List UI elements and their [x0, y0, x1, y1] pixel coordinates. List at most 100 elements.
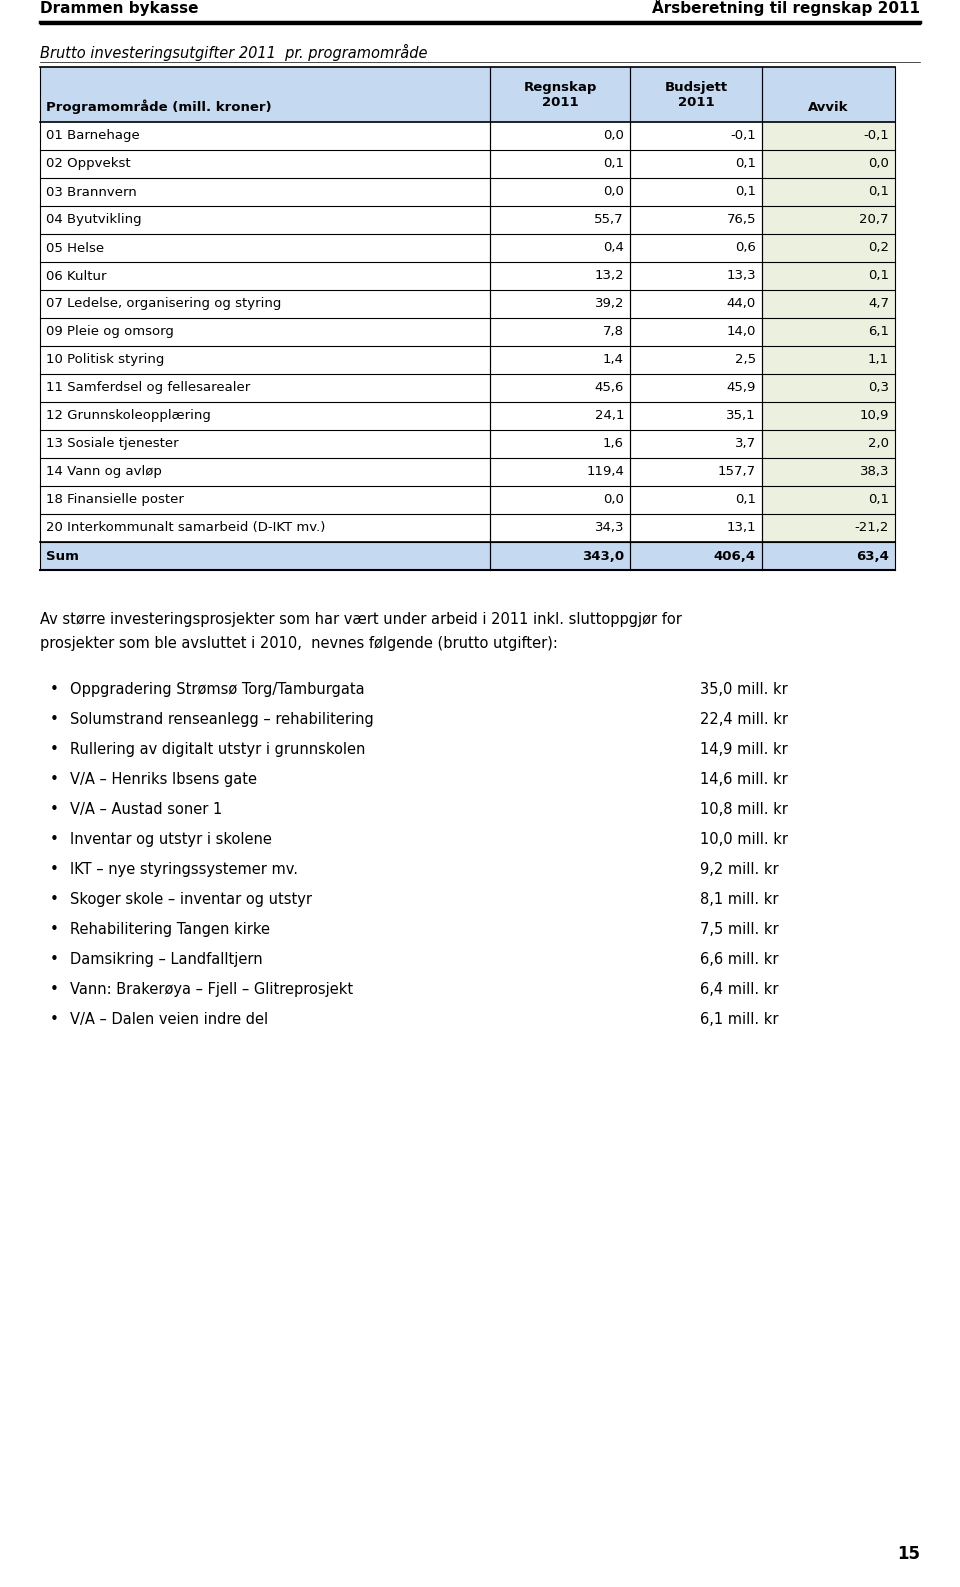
Text: 07 Ledelse, organisering og styring: 07 Ledelse, organisering og styring	[46, 297, 281, 311]
Text: V/A – Henriks Ibsens gate: V/A – Henriks Ibsens gate	[70, 771, 257, 787]
Bar	[40, 430, 762, 459]
Text: Rullering av digitalt utstyr i grunnskolen: Rullering av digitalt utstyr i grunnskol…	[70, 743, 366, 757]
Text: 09 Pleie og omsorg: 09 Pleie og omsorg	[46, 325, 174, 338]
Text: 44,0: 44,0	[727, 297, 756, 311]
Text: 13,1: 13,1	[727, 522, 756, 535]
Bar	[762, 178, 895, 206]
Text: 20,7: 20,7	[859, 214, 889, 227]
Text: 0,1: 0,1	[735, 186, 756, 198]
Bar	[762, 122, 895, 151]
Text: 0,1: 0,1	[868, 186, 889, 198]
Text: 4,7: 4,7	[868, 297, 889, 311]
Text: 12 Grunnskoleopplæring: 12 Grunnskoleopplæring	[46, 409, 211, 422]
Text: •: •	[50, 832, 59, 847]
Text: 0,1: 0,1	[735, 157, 756, 170]
Text: 0,0: 0,0	[603, 186, 624, 198]
Text: Brutto investeringsutgifter 2011  pr. programområde: Brutto investeringsutgifter 2011 pr. pro…	[40, 44, 427, 60]
Text: 14,0: 14,0	[727, 325, 756, 338]
Text: •: •	[50, 982, 59, 997]
Text: 55,7: 55,7	[594, 214, 624, 227]
Text: 38,3: 38,3	[859, 465, 889, 479]
Bar	[762, 317, 895, 346]
Text: 03 Brannvern: 03 Brannvern	[46, 186, 136, 198]
Text: 1,4: 1,4	[603, 354, 624, 367]
Bar	[762, 206, 895, 233]
Text: V/A – Dalen veien indre del: V/A – Dalen veien indre del	[70, 1013, 268, 1027]
Text: 10,0 mill. kr: 10,0 mill. kr	[700, 832, 788, 847]
Text: 0,3: 0,3	[868, 381, 889, 395]
Text: 0,0: 0,0	[603, 130, 624, 143]
Text: 06 Kultur: 06 Kultur	[46, 270, 107, 282]
Text: 2,0: 2,0	[868, 438, 889, 451]
Text: 6,1: 6,1	[868, 325, 889, 338]
Text: 0,1: 0,1	[603, 157, 624, 170]
Text: 7,8: 7,8	[603, 325, 624, 338]
Text: •: •	[50, 771, 59, 787]
Text: Sum: Sum	[46, 549, 79, 562]
Text: IKT – nye styringssystemer mv.: IKT – nye styringssystemer mv.	[70, 862, 298, 878]
Bar	[40, 514, 762, 543]
Bar	[40, 122, 762, 151]
Text: 406,4: 406,4	[714, 549, 756, 562]
Bar	[40, 262, 762, 290]
Bar	[762, 290, 895, 317]
Text: •: •	[50, 922, 59, 936]
Text: 14,6 mill. kr: 14,6 mill. kr	[700, 771, 788, 787]
Text: 0,1: 0,1	[735, 494, 756, 506]
Text: V/A – Austad soner 1: V/A – Austad soner 1	[70, 801, 223, 817]
Text: 0,1: 0,1	[868, 494, 889, 506]
Text: 63,4: 63,4	[856, 549, 889, 562]
Bar	[40, 233, 762, 262]
Bar	[40, 151, 762, 178]
Text: •: •	[50, 801, 59, 817]
Text: Inventar og utstyr i skolene: Inventar og utstyr i skolene	[70, 832, 272, 847]
Text: 02 Oppvekst: 02 Oppvekst	[46, 157, 131, 170]
Text: Oppgradering Strømsø Torg/Tamburgata: Oppgradering Strømsø Torg/Tamburgata	[70, 682, 365, 697]
Text: 0,6: 0,6	[735, 241, 756, 254]
Text: -21,2: -21,2	[854, 522, 889, 535]
Text: 0,2: 0,2	[868, 241, 889, 254]
Bar	[40, 206, 762, 233]
Text: 13 Sosiale tjenester: 13 Sosiale tjenester	[46, 438, 179, 451]
Text: 22,4 mill. kr: 22,4 mill. kr	[700, 713, 788, 727]
Text: 05 Helse: 05 Helse	[46, 241, 104, 254]
Bar	[40, 486, 762, 514]
Bar	[762, 486, 895, 514]
Text: -0,1: -0,1	[731, 130, 756, 143]
Text: 6,1 mill. kr: 6,1 mill. kr	[700, 1013, 779, 1027]
Text: 157,7: 157,7	[718, 465, 756, 479]
Text: 7,5 mill. kr: 7,5 mill. kr	[700, 922, 779, 936]
Bar	[40, 375, 762, 402]
Text: 20 Interkommunalt samarbeid (D-IKT mv.): 20 Interkommunalt samarbeid (D-IKT mv.)	[46, 522, 325, 535]
Text: Programområde (mill. kroner): Programområde (mill. kroner)	[46, 100, 272, 114]
Text: 8,1 mill. kr: 8,1 mill. kr	[700, 892, 779, 908]
Bar	[762, 346, 895, 375]
Text: 11 Samferdsel og fellesarealer: 11 Samferdsel og fellesarealer	[46, 381, 251, 395]
Text: 76,5: 76,5	[727, 214, 756, 227]
Text: 10,8 mill. kr: 10,8 mill. kr	[700, 801, 788, 817]
Text: 9,2 mill. kr: 9,2 mill. kr	[700, 862, 779, 878]
Text: 13,2: 13,2	[594, 270, 624, 282]
Text: Årsberetning til regnskap 2011: Årsberetning til regnskap 2011	[652, 0, 920, 16]
Text: Rehabilitering Tangen kirke: Rehabilitering Tangen kirke	[70, 922, 270, 936]
Bar	[762, 514, 895, 543]
Bar	[40, 317, 762, 346]
Text: 35,0 mill. kr: 35,0 mill. kr	[700, 682, 788, 697]
Text: 34,3: 34,3	[594, 522, 624, 535]
Bar	[40, 402, 762, 430]
Text: 119,4: 119,4	[587, 465, 624, 479]
Text: Solumstrand renseanlegg – rehabilitering: Solumstrand renseanlegg – rehabilitering	[70, 713, 373, 727]
Text: 14 Vann og avløp: 14 Vann og avløp	[46, 465, 162, 479]
Text: 6,4 mill. kr: 6,4 mill. kr	[700, 982, 779, 997]
Text: •: •	[50, 892, 59, 908]
Text: •: •	[50, 713, 59, 727]
Text: 04 Byutvikling: 04 Byutvikling	[46, 214, 142, 227]
Text: 10 Politisk styring: 10 Politisk styring	[46, 354, 164, 367]
Bar	[40, 178, 762, 206]
Text: •: •	[50, 862, 59, 878]
Text: 2,5: 2,5	[734, 354, 756, 367]
Text: Avvik: Avvik	[808, 102, 849, 114]
Text: 6,6 mill. kr: 6,6 mill. kr	[700, 952, 779, 966]
Text: 3,7: 3,7	[734, 438, 756, 451]
Bar	[40, 290, 762, 317]
